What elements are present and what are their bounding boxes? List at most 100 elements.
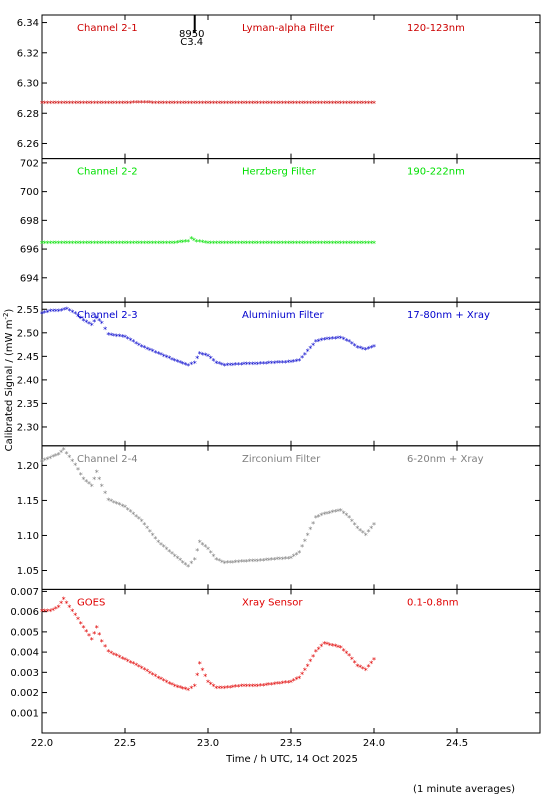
data-point: *	[175, 239, 179, 248]
data-point: *	[156, 99, 160, 108]
data-point: *	[342, 99, 346, 108]
data-point: *	[100, 482, 104, 491]
data-point: *	[333, 239, 337, 248]
data-point: *	[142, 344, 146, 353]
data-point: *	[137, 515, 141, 524]
data-point: *	[162, 677, 166, 686]
data-point: *	[311, 520, 315, 529]
y-axis-label-close: )	[4, 309, 15, 313]
data-point: *	[189, 235, 193, 244]
data-point: *	[46, 456, 50, 465]
data-point: *	[272, 239, 276, 248]
data-point: *	[82, 99, 86, 108]
data-point: *	[297, 674, 301, 683]
data-point: *	[43, 239, 47, 248]
filter-label: Aluminium Filter	[242, 310, 325, 321]
data-point: *	[234, 683, 238, 692]
data-point: *	[350, 656, 354, 665]
filter-label: Xray Sensor	[242, 597, 303, 608]
data-point: *	[278, 359, 282, 368]
data-point: *	[129, 239, 133, 248]
data-point: *	[195, 671, 199, 680]
panel-ch21: 6.26 6.28 6.30 6.32 6.34 Channel 2-1 Lyman-alp…	[17, 14, 541, 160]
data-point: *	[212, 552, 216, 561]
data-point: *	[333, 335, 337, 344]
data-point: *	[308, 239, 312, 248]
data-point: *	[176, 99, 180, 108]
data-point: *	[278, 680, 282, 689]
data-point: *	[206, 545, 210, 554]
data-point: *	[311, 341, 315, 350]
data-point: *	[361, 345, 365, 354]
data-point: *	[283, 555, 287, 564]
data-point: *	[173, 682, 177, 691]
data-point: *	[106, 239, 110, 248]
data-point: *	[333, 99, 337, 108]
y-tick-label: 0.002	[10, 688, 39, 699]
data-point: *	[181, 559, 185, 568]
data-point: *	[248, 239, 252, 248]
data-point: *	[333, 643, 337, 652]
data-point: *	[90, 99, 94, 108]
data-point: *	[248, 558, 252, 567]
data-point: *	[289, 358, 293, 367]
data-point: *	[87, 99, 91, 108]
filter-label: Zirconium Filter	[242, 454, 321, 465]
data-point: *	[167, 99, 171, 108]
data-point: *	[170, 681, 174, 690]
data-point: *	[234, 559, 238, 568]
data-point: *	[48, 608, 52, 617]
data-point: *	[90, 239, 94, 248]
data-point: *	[206, 678, 210, 687]
data-point: *	[331, 239, 335, 248]
data-point: *	[140, 239, 144, 248]
data-point: *	[46, 239, 50, 248]
data-point: *	[62, 596, 66, 605]
data-point: *	[156, 350, 160, 359]
data-point: *	[145, 239, 149, 248]
data-point: *	[112, 499, 116, 508]
series-goes: ****************************************…	[40, 596, 376, 696]
data-point: *	[173, 552, 177, 561]
data-point: *	[286, 555, 290, 564]
chart-panels: 6.26 6.28 6.30 6.32 6.34 Channel 2-1 Lyman-alp…	[10, 14, 541, 734]
data-point: *	[46, 99, 50, 108]
data-point: *	[126, 506, 130, 515]
data-point: *	[170, 550, 174, 559]
data-point: *	[87, 320, 91, 329]
data-point: *	[342, 509, 346, 518]
data-point: *	[314, 514, 318, 523]
data-point: *	[73, 239, 77, 248]
data-point: *	[76, 99, 80, 108]
data-point: *	[145, 99, 149, 108]
data-point: *	[76, 466, 80, 475]
data-point: *	[353, 99, 357, 108]
data-point: *	[51, 308, 55, 317]
data-point: *	[195, 547, 199, 556]
data-point: *	[355, 524, 359, 533]
data-point: *	[123, 334, 127, 343]
data-point: *	[369, 99, 373, 108]
data-point: *	[242, 558, 246, 567]
data-point: *	[239, 361, 243, 370]
data-point: *	[82, 624, 86, 633]
data-point: *	[167, 239, 171, 248]
data-point: *	[319, 512, 323, 521]
data-point: *	[236, 239, 240, 248]
data-point: *	[59, 99, 63, 108]
data-point: *	[303, 666, 307, 675]
data-point: *	[372, 99, 376, 108]
data-point: *	[339, 334, 343, 343]
data-point: *	[278, 99, 282, 108]
data-point: *	[253, 682, 257, 691]
data-point: *	[184, 99, 188, 108]
data-point: *	[347, 239, 351, 248]
data-point: *	[200, 99, 204, 108]
data-point: *	[203, 352, 207, 361]
data-point: *	[134, 662, 138, 671]
data-point: *	[87, 480, 91, 489]
data-point: *	[140, 664, 144, 673]
data-point: *	[286, 239, 290, 248]
data-point: *	[342, 647, 346, 656]
data-point: *	[339, 644, 343, 653]
